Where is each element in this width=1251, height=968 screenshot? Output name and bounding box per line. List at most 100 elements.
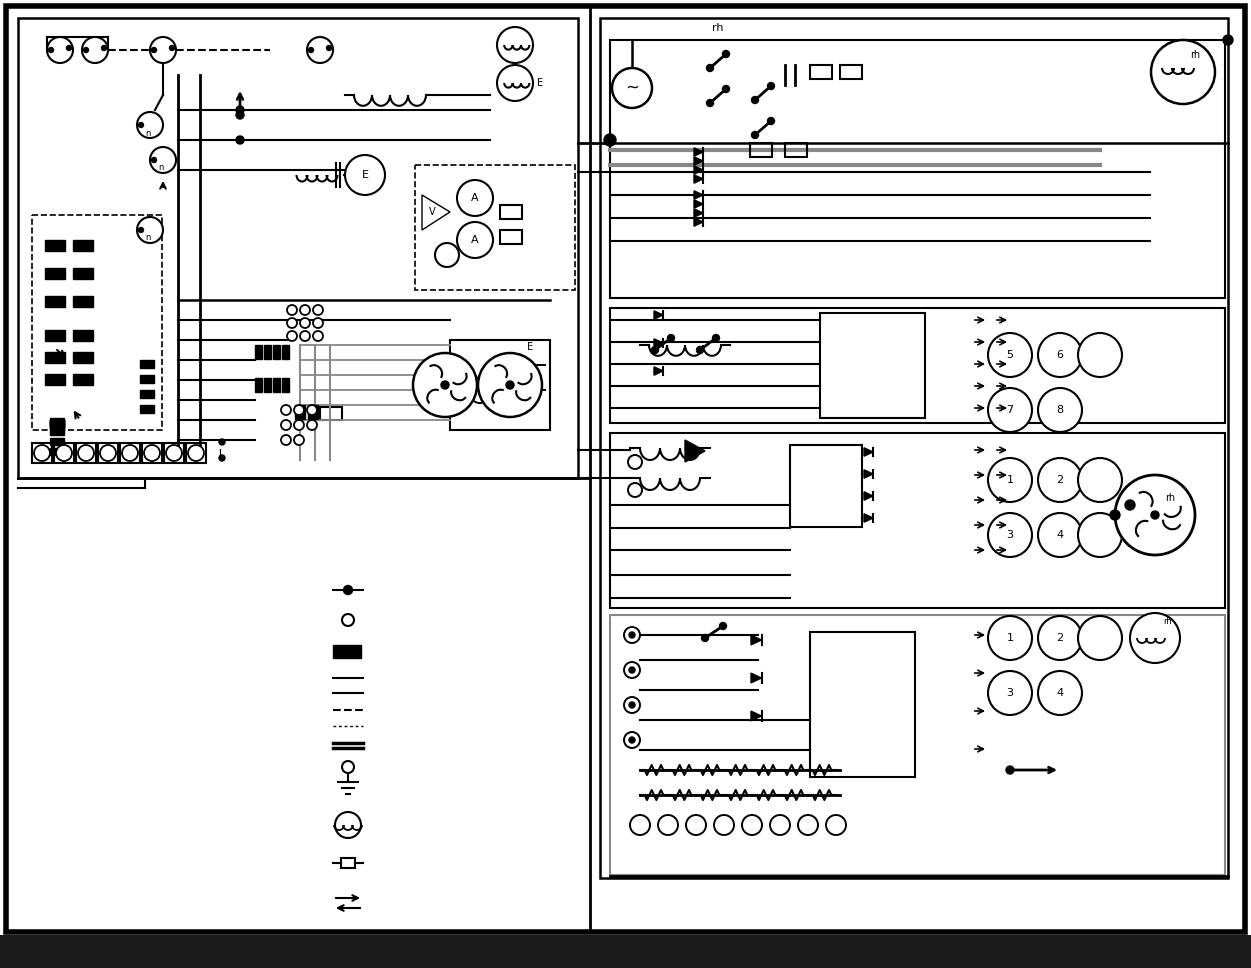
- Circle shape: [497, 65, 533, 101]
- Circle shape: [713, 335, 719, 342]
- Bar: [450, 340, 550, 430]
- Circle shape: [702, 634, 708, 642]
- Circle shape: [752, 97, 758, 104]
- Circle shape: [1151, 511, 1158, 519]
- Bar: [281, 378, 289, 392]
- Circle shape: [294, 420, 304, 430]
- Bar: [33, 443, 53, 463]
- Text: ~: ~: [626, 79, 639, 97]
- Circle shape: [1078, 616, 1122, 660]
- Circle shape: [139, 227, 144, 232]
- Circle shape: [1125, 500, 1135, 510]
- Text: n: n: [145, 129, 150, 137]
- Bar: [415, 165, 575, 290]
- Circle shape: [281, 420, 291, 430]
- Bar: [120, 443, 140, 463]
- Circle shape: [306, 420, 317, 430]
- Circle shape: [56, 445, 73, 461]
- Circle shape: [1078, 458, 1122, 502]
- Bar: [784, 143, 807, 157]
- Circle shape: [988, 458, 1032, 502]
- Circle shape: [988, 671, 1032, 715]
- Bar: [73, 352, 93, 363]
- Circle shape: [294, 435, 304, 445]
- Circle shape: [629, 737, 636, 743]
- Text: V: V: [429, 207, 435, 217]
- Text: 8: 8: [1056, 405, 1063, 415]
- Text: rh: rh: [1165, 493, 1175, 503]
- Polygon shape: [694, 166, 703, 174]
- Circle shape: [988, 388, 1032, 432]
- Polygon shape: [694, 175, 703, 183]
- Text: E: E: [537, 78, 543, 88]
- Bar: [54, 443, 74, 463]
- Bar: [255, 378, 261, 392]
- Circle shape: [1038, 671, 1082, 715]
- Bar: [50, 420, 64, 428]
- Circle shape: [66, 45, 71, 50]
- Polygon shape: [751, 673, 762, 682]
- Text: E: E: [527, 342, 533, 352]
- Bar: [186, 443, 206, 463]
- Circle shape: [236, 136, 244, 144]
- Circle shape: [306, 405, 317, 415]
- Circle shape: [457, 222, 493, 258]
- Polygon shape: [751, 635, 762, 645]
- Circle shape: [628, 483, 642, 497]
- Circle shape: [768, 82, 774, 89]
- Polygon shape: [694, 209, 703, 217]
- Text: 4: 4: [1056, 530, 1063, 540]
- Bar: [751, 143, 772, 157]
- Bar: [789, 445, 862, 527]
- Circle shape: [300, 318, 310, 328]
- Polygon shape: [864, 448, 873, 456]
- Circle shape: [236, 106, 244, 114]
- Circle shape: [1078, 513, 1122, 557]
- Bar: [809, 65, 832, 79]
- Circle shape: [335, 812, 362, 838]
- Circle shape: [1078, 333, 1122, 377]
- Circle shape: [752, 132, 758, 138]
- Text: 2: 2: [1056, 633, 1063, 643]
- Circle shape: [166, 445, 181, 461]
- Bar: [320, 407, 342, 420]
- Text: 6: 6: [1057, 350, 1063, 360]
- Circle shape: [1115, 475, 1195, 555]
- Polygon shape: [422, 195, 450, 230]
- Bar: [50, 420, 64, 428]
- Circle shape: [668, 335, 674, 342]
- Circle shape: [83, 37, 108, 63]
- Circle shape: [658, 815, 678, 835]
- Circle shape: [624, 732, 641, 748]
- Text: 3: 3: [1007, 530, 1013, 540]
- Circle shape: [435, 243, 459, 267]
- Circle shape: [236, 111, 244, 119]
- Circle shape: [49, 47, 54, 52]
- Circle shape: [101, 45, 106, 50]
- Circle shape: [84, 47, 89, 52]
- Bar: [164, 443, 184, 463]
- Circle shape: [826, 815, 846, 835]
- Circle shape: [219, 455, 225, 461]
- Polygon shape: [654, 367, 663, 376]
- Polygon shape: [864, 514, 873, 522]
- Circle shape: [742, 815, 762, 835]
- Circle shape: [313, 305, 323, 315]
- Polygon shape: [694, 191, 703, 199]
- Polygon shape: [686, 440, 706, 462]
- Bar: [500, 205, 522, 219]
- Circle shape: [686, 815, 706, 835]
- Bar: [500, 230, 522, 244]
- Circle shape: [169, 45, 174, 50]
- Text: 1: 1: [1007, 633, 1013, 643]
- Bar: [819, 313, 924, 418]
- Circle shape: [342, 614, 354, 626]
- Circle shape: [624, 697, 641, 713]
- Bar: [255, 345, 261, 359]
- Bar: [333, 645, 362, 658]
- Circle shape: [719, 622, 727, 629]
- Circle shape: [723, 50, 729, 57]
- Bar: [140, 405, 154, 413]
- Circle shape: [300, 331, 310, 341]
- Circle shape: [988, 616, 1032, 660]
